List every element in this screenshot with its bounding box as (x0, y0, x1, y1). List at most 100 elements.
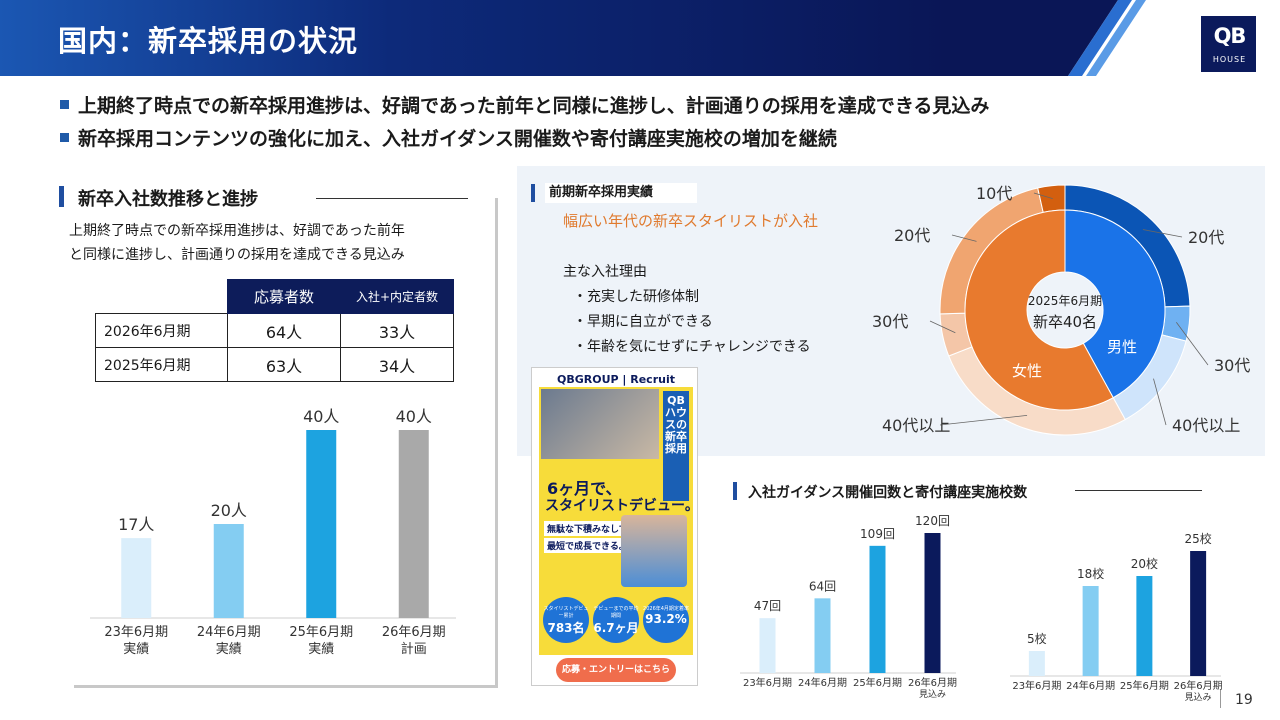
banner-headline-1: 6ヶ月で、 (547, 479, 622, 498)
chart-bar (213, 524, 244, 618)
chart-bar (924, 533, 941, 673)
donut-inner-segment (1064, 209, 1166, 399)
tick-label: 23年6月期 (1012, 679, 1061, 692)
tick-label: 26年6月期 (1174, 679, 1223, 692)
entry-cta-button[interactable]: 応募・エントリーはこちら (556, 658, 676, 682)
bullet-text: 上期終了時点での新卒採用進捗は、好調であった前年と同様に進捗し、計画通りの採用を… (78, 95, 990, 117)
banner-visual: QBハウスの新卒採用 6ヶ月で、 スタイリストデビュー。 無駄な下積みなしで、 … (539, 387, 699, 655)
tick-label: 計画 (401, 641, 427, 657)
tick-label: 23年6月期 (104, 625, 168, 640)
data-label: 17人 (118, 515, 154, 534)
bullet-text: 新卒採用コンテンツの強化に加え、入社ガイダンス開催数や寄付講座実施校の増加を継続 (78, 128, 837, 150)
bullet-square-icon (60, 133, 69, 142)
tick-label: 見込み (1185, 692, 1212, 703)
stat-value: 6.7ヶ月 (593, 621, 639, 635)
table-row: 2025年6月期 63人 34人 (95, 347, 454, 382)
banner-copy-2: 最短で成長できる。 (544, 538, 631, 553)
page-title: 国内：新卒採用の状況 (58, 24, 359, 58)
tick-label: 26年6月期 (382, 625, 446, 640)
left-description: 上期終了時点での新卒採用進捗は、好調であった前年 と同様に進捗し、計画通りの採用… (69, 219, 459, 267)
header-banner (0, 0, 1146, 76)
callout-line (939, 414, 1028, 426)
chart-bar (759, 618, 776, 673)
data-label: 40人 (303, 407, 339, 426)
section-marker (531, 184, 535, 202)
banner-vertical-text: QBハウスの新卒採用 (663, 391, 689, 501)
left-panel-frame (74, 198, 498, 688)
chart-bar (869, 545, 886, 673)
donut-outer-label: 30代 (1214, 356, 1250, 375)
tick-label: 見込み (919, 689, 946, 700)
applicants-table: 応募者数 入社+内定者数 2026年6月期 64人 33人 2025年6月期 6… (95, 279, 454, 382)
callout-line (1176, 322, 1209, 366)
donut-outer-label: 40代以上 (1172, 416, 1240, 435)
data-label: 18校 (1077, 566, 1104, 581)
data-label: 109回 (860, 527, 895, 541)
data-label: 64回 (809, 579, 836, 593)
data-label: 25校 (1184, 531, 1211, 546)
tick-label: 23年6月期 (743, 676, 792, 689)
callout-line (1153, 378, 1167, 426)
bullet-square-icon (60, 100, 69, 109)
bullet-2: 新卒採用コンテンツの強化に加え、入社ガイダンス開催数や寄付講座実施校の増加を継続 (60, 124, 837, 151)
tick-label: 25年6月期 (1120, 679, 1169, 692)
description-line: 上期終了時点での新卒採用進捗は、好調であった前年 (69, 223, 405, 239)
data-label: 5校 (1027, 631, 1047, 646)
donut-outer-label: 40代以上 (882, 416, 950, 435)
chart-bar (398, 430, 429, 618)
description-line: と同様に進捗し、計画通りの採用を達成できる見込み (69, 247, 405, 263)
section-marker (733, 482, 737, 500)
callout-line (951, 234, 977, 242)
chart-bar (306, 430, 337, 618)
section-rule (316, 198, 468, 199)
stat-badge: 2026年4月期定着率 93.2% (643, 597, 689, 643)
reason-item: ・年齢を気にせずにチャレンジできる (573, 339, 811, 355)
chart-bar (1136, 576, 1153, 676)
table-header-hires: 入社+内定者数 (340, 279, 454, 314)
chart-bar (1082, 586, 1099, 676)
tick-label: 24年6月期 (1066, 679, 1115, 692)
guidance-bar-chart: 47回 23年6月期 64回 24年6月期 109回 25年6月期 120回 26年6月期見込… (740, 514, 957, 700)
logo-text: QB (1213, 24, 1247, 48)
donut-outer-segment (1037, 184, 1066, 214)
tick-label: 実績 (123, 641, 149, 657)
applicants-value: 63人 (227, 347, 341, 382)
donut-inner-segment (964, 209, 1114, 411)
donut-inner-label: 男性 (1107, 338, 1137, 356)
table-header-applicants: 応募者数 (227, 279, 341, 314)
data-label: 20校 (1131, 556, 1158, 571)
stylist-photo (541, 389, 659, 459)
donut-outer-label: 20代 (1188, 228, 1224, 247)
trainee-photo (621, 515, 687, 587)
row-label: 2026年6月期 (95, 313, 228, 348)
stat-label: 2026年4月期定着率 (643, 606, 689, 612)
logo-subtext: HOUSE (1212, 55, 1247, 64)
tick-label: 25年6月期 (853, 676, 902, 689)
reason-item: ・充実した研修体制 (573, 289, 699, 305)
chart-bar (814, 598, 831, 673)
donut-outer-label: 20代 (894, 226, 930, 245)
reason-item: ・早期に自立ができる (573, 314, 713, 330)
data-label: 20人 (211, 501, 247, 520)
tick-label: 24年6月期 (798, 676, 847, 689)
row-label: 2025年6月期 (95, 347, 228, 382)
donut-center-label: 新卒40名 (1033, 313, 1097, 331)
stat-label: スタイリストデビュー累計 (543, 606, 589, 619)
applicants-value: 64人 (227, 313, 341, 348)
section-title-results: 前期新卒採用実績 (545, 183, 697, 203)
bullet-1: 上期終了時点での新卒採用進捗は、好調であった前年と同様に進捗し、計画通りの採用を… (60, 91, 989, 118)
chart-bar (121, 538, 152, 618)
donut-outer-label: 30代 (872, 312, 908, 331)
stat-badge: スタイリストデビュー累計 783名 (543, 597, 589, 643)
donut-inner-label: 女性 (1012, 362, 1042, 380)
tick-label: 実績 (216, 641, 242, 657)
tick-label: 24年6月期 (197, 625, 261, 640)
data-label: 40人 (396, 407, 432, 426)
data-label: 47回 (754, 599, 781, 613)
stat-value: 93.2% (645, 612, 687, 626)
footer-divider (1220, 690, 1221, 708)
table-row: 2026年6月期 64人 33人 (95, 313, 454, 348)
